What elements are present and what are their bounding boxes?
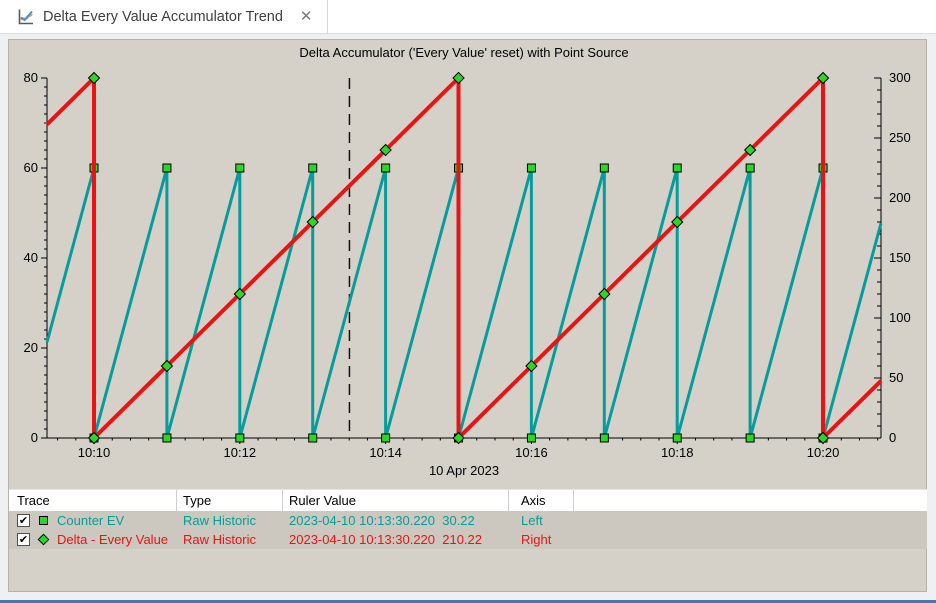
legend-col-ruler-value[interactable]: Ruler Value xyxy=(283,490,509,511)
legend-col-axis[interactable]: Axis xyxy=(509,490,574,511)
right-axis-tick-label: 0 xyxy=(889,430,896,445)
left-axis-tick-label: 40 xyxy=(24,250,38,265)
right-axis-tick-label: 300 xyxy=(889,70,911,85)
data-marker-diamond xyxy=(816,71,830,85)
right-axis-tick-label: 250 xyxy=(889,130,911,145)
data-marker-diamond xyxy=(233,287,247,301)
data-marker-square xyxy=(308,163,318,173)
square-marker-icon xyxy=(39,516,48,525)
data-marker-square xyxy=(162,163,172,173)
data-marker-square xyxy=(162,433,172,443)
trace-axis: Right xyxy=(521,532,552,547)
tab-bar: Delta Every Value Accumulator Trend ✕ xyxy=(0,0,936,34)
tab-title: Delta Every Value Accumulator Trend xyxy=(43,8,283,25)
data-marker-diamond xyxy=(671,215,684,229)
data-marker-diamond xyxy=(87,71,101,85)
data-marker-square xyxy=(526,163,536,173)
data-marker-square xyxy=(599,163,609,173)
legend-col-type[interactable]: Type xyxy=(177,490,283,511)
right-axis-tick-label: 150 xyxy=(889,250,911,265)
data-marker-diamond xyxy=(598,287,611,301)
trace-visibility-checkbox[interactable]: ✔ xyxy=(17,514,30,527)
legend-row-0[interactable]: ✔ Counter EV Raw Historic 2023-04-10 10:13:… xyxy=(9,511,927,530)
right-axis-tick-label: 100 xyxy=(889,310,911,325)
legend-trace-cell: ✔ Delta - Every Value xyxy=(9,532,177,547)
x-axis-tick-label: 10:14 xyxy=(369,445,402,460)
window-bottom-edge xyxy=(0,600,936,603)
trace-name: Delta - Every Value xyxy=(57,532,169,547)
data-marker-diamond xyxy=(379,143,392,157)
series-line-1 xyxy=(45,76,883,440)
data-marker-diamond xyxy=(743,143,757,157)
data-marker-diamond xyxy=(306,215,319,229)
data-marker-diamond xyxy=(525,359,538,373)
trace-visibility-checkbox[interactable]: ✔ xyxy=(17,533,30,546)
data-marker-square xyxy=(235,163,245,173)
chart-title: Delta Accumulator ('Every Value' reset) … xyxy=(299,45,628,60)
legend-col-trace[interactable]: Trace xyxy=(9,490,177,511)
trace-axis: Left xyxy=(521,513,543,528)
x-axis-tick-label: 10:10 xyxy=(78,445,111,460)
data-marker-diamond xyxy=(452,431,465,445)
data-marker-square xyxy=(308,433,318,443)
x-axis-tick-label: 10:20 xyxy=(807,445,840,460)
data-marker-diamond xyxy=(160,359,174,373)
data-marker-diamond xyxy=(452,71,465,85)
trace-type: Raw Historic xyxy=(183,513,256,528)
trend-chart-icon xyxy=(18,9,33,24)
data-marker-square xyxy=(599,433,609,443)
trend-panel: Delta Accumulator ('Every Value' reset) … xyxy=(8,39,927,592)
data-marker-square xyxy=(672,163,682,173)
data-marker-diamond xyxy=(87,431,101,445)
legend-row-1[interactable]: ✔ Delta - Every Value Raw Historic 2023-04-… xyxy=(9,530,927,549)
legend-header-row: Trace Type Ruler Value Axis xyxy=(9,489,927,511)
legend-col-spacer xyxy=(574,490,927,511)
left-axis-tick-label: 20 xyxy=(24,340,38,355)
data-marker-square xyxy=(235,433,245,443)
trace-legend: Trace Type Ruler Value Axis ✔ Counter EV R… xyxy=(9,489,927,549)
data-marker-square xyxy=(526,433,536,443)
data-marker-diamond xyxy=(816,431,830,445)
data-marker-square xyxy=(381,433,391,443)
window-bottom-strip xyxy=(0,592,936,600)
trace-ruler-value: 2023-04-10 10:13:30.220 210.22 xyxy=(289,532,483,547)
data-marker-square xyxy=(381,163,391,173)
trace-type: Raw Historic xyxy=(183,532,256,547)
left-axis-tick-label: 0 xyxy=(31,430,38,445)
trace-name: Counter EV xyxy=(57,513,125,528)
left-axis-tick-label: 60 xyxy=(24,160,38,175)
x-axis-tick-label: 10:18 xyxy=(661,445,694,460)
trend-chart-svg: Delta Accumulator ('Every Value' reset) … xyxy=(24,45,911,478)
x-axis-date-label: 10 Apr 2023 xyxy=(429,463,499,478)
trace-ruler-value: 2023-04-10 10:13:30.220 30.22 xyxy=(289,513,475,528)
diamond-marker-icon xyxy=(37,533,50,546)
data-marker-square xyxy=(745,163,755,173)
x-axis-tick-label: 10:16 xyxy=(515,445,548,460)
series-line-0 xyxy=(45,166,883,440)
tab-delta-trend[interactable]: Delta Every Value Accumulator Trend ✕ xyxy=(0,0,329,33)
right-axis-tick-label: 200 xyxy=(889,190,911,205)
tab-close-icon[interactable]: ✕ xyxy=(299,8,313,25)
data-marker-square xyxy=(672,433,682,443)
x-axis-tick-label: 10:12 xyxy=(224,445,257,460)
left-axis-tick-label: 80 xyxy=(24,70,38,85)
right-axis-tick-label: 50 xyxy=(889,370,903,385)
legend-trace-cell: ✔ Counter EV xyxy=(9,513,177,528)
data-marker-square xyxy=(745,433,755,443)
trend-chart[interactable]: Delta Accumulator ('Every Value' reset) … xyxy=(9,40,927,489)
